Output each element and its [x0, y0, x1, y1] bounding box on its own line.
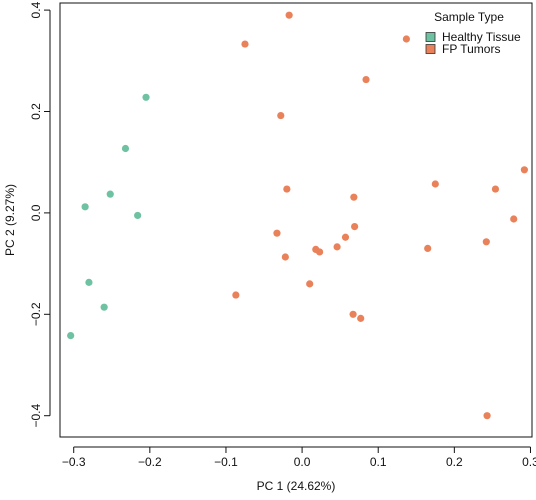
- legend-swatch: [425, 32, 436, 42]
- fp-tumor-point: [306, 280, 314, 288]
- y-axis-title: PC 2 (9.27%): [3, 184, 17, 256]
- x-axis: −0.3 −0.2 −0.1 0.0 0.1 0.2 0.3: [62, 446, 536, 469]
- fp-tumor-point: [402, 35, 410, 43]
- legend-swatch: [425, 44, 436, 54]
- healthy-tissue-point: [121, 144, 130, 153]
- healthy-tissue-point: [106, 190, 114, 198]
- healthy-tissue-point: [85, 278, 93, 286]
- fp-tumor-point: [333, 243, 341, 251]
- fp-tumor-point: [349, 310, 357, 318]
- plot-frame: [59, 2, 533, 438]
- data-points: [67, 11, 528, 420]
- healthy-tissue-point: [81, 203, 89, 211]
- plot-area: −0.3 −0.2 −0.1 0.0 0.1 0.2 0.3 −0.4 −0.2 0.0 0.2 0…: [3, 1, 536, 493]
- fp-tumor-point: [424, 244, 432, 252]
- fp-tumor-point: [483, 412, 491, 420]
- x-axis-title: PC 1 (24.62%): [257, 479, 336, 493]
- fp-tumor-point: [520, 166, 528, 174]
- fp-tumor-point: [431, 180, 439, 188]
- y-axis: −0.4 −0.2 0.0 0.2 0.4: [29, 1, 51, 428]
- healthy-tissue-point: [67, 331, 75, 340]
- fp-tumor-point: [273, 229, 281, 237]
- y-tick-label: 0.4: [29, 1, 43, 18]
- healthy-tissue-point: [134, 211, 142, 220]
- x-tick-label: 0.0: [294, 455, 311, 469]
- x-tick-label: 0.2: [446, 455, 463, 469]
- fp-tumor-point: [285, 11, 293, 19]
- x-tick-label: 0.3: [522, 455, 536, 469]
- fp-tumor-point: [232, 291, 240, 299]
- y-tick-label: 0.0: [29, 204, 43, 221]
- fp-tumor-point: [357, 314, 365, 322]
- x-tick-label: 0.1: [370, 455, 387, 469]
- x-tick-label: −0.2: [138, 455, 162, 469]
- fp-tumor-point: [316, 248, 324, 256]
- healthy-tissue-point: [100, 303, 108, 311]
- fp-tumor-point: [482, 238, 490, 246]
- fp-tumor-point: [341, 233, 350, 241]
- fp-tumor-point: [351, 222, 359, 231]
- y-tick-label: 0.2: [29, 103, 43, 120]
- fp-tumor-point: [277, 111, 285, 120]
- legend-label: FP Tumors: [442, 42, 500, 56]
- healthy-tissue-point: [142, 93, 150, 101]
- fp-tumor-point: [491, 185, 500, 193]
- x-tick-label: −0.3: [62, 455, 86, 469]
- x-tick-label: −0.1: [214, 455, 238, 469]
- y-tick-label: −0.4: [29, 404, 43, 428]
- fp-tumor-point: [241, 40, 249, 48]
- fp-tumor-point: [281, 253, 289, 261]
- legend-label: Healthy Tissue: [442, 30, 521, 44]
- fp-tumor-point: [510, 215, 518, 223]
- fp-tumor-point: [350, 193, 358, 201]
- fp-tumor-point: [362, 75, 370, 84]
- fp-tumor-point: [283, 185, 291, 193]
- y-tick-label: −0.2: [29, 302, 43, 326]
- legend-title: Sample Type: [434, 10, 504, 24]
